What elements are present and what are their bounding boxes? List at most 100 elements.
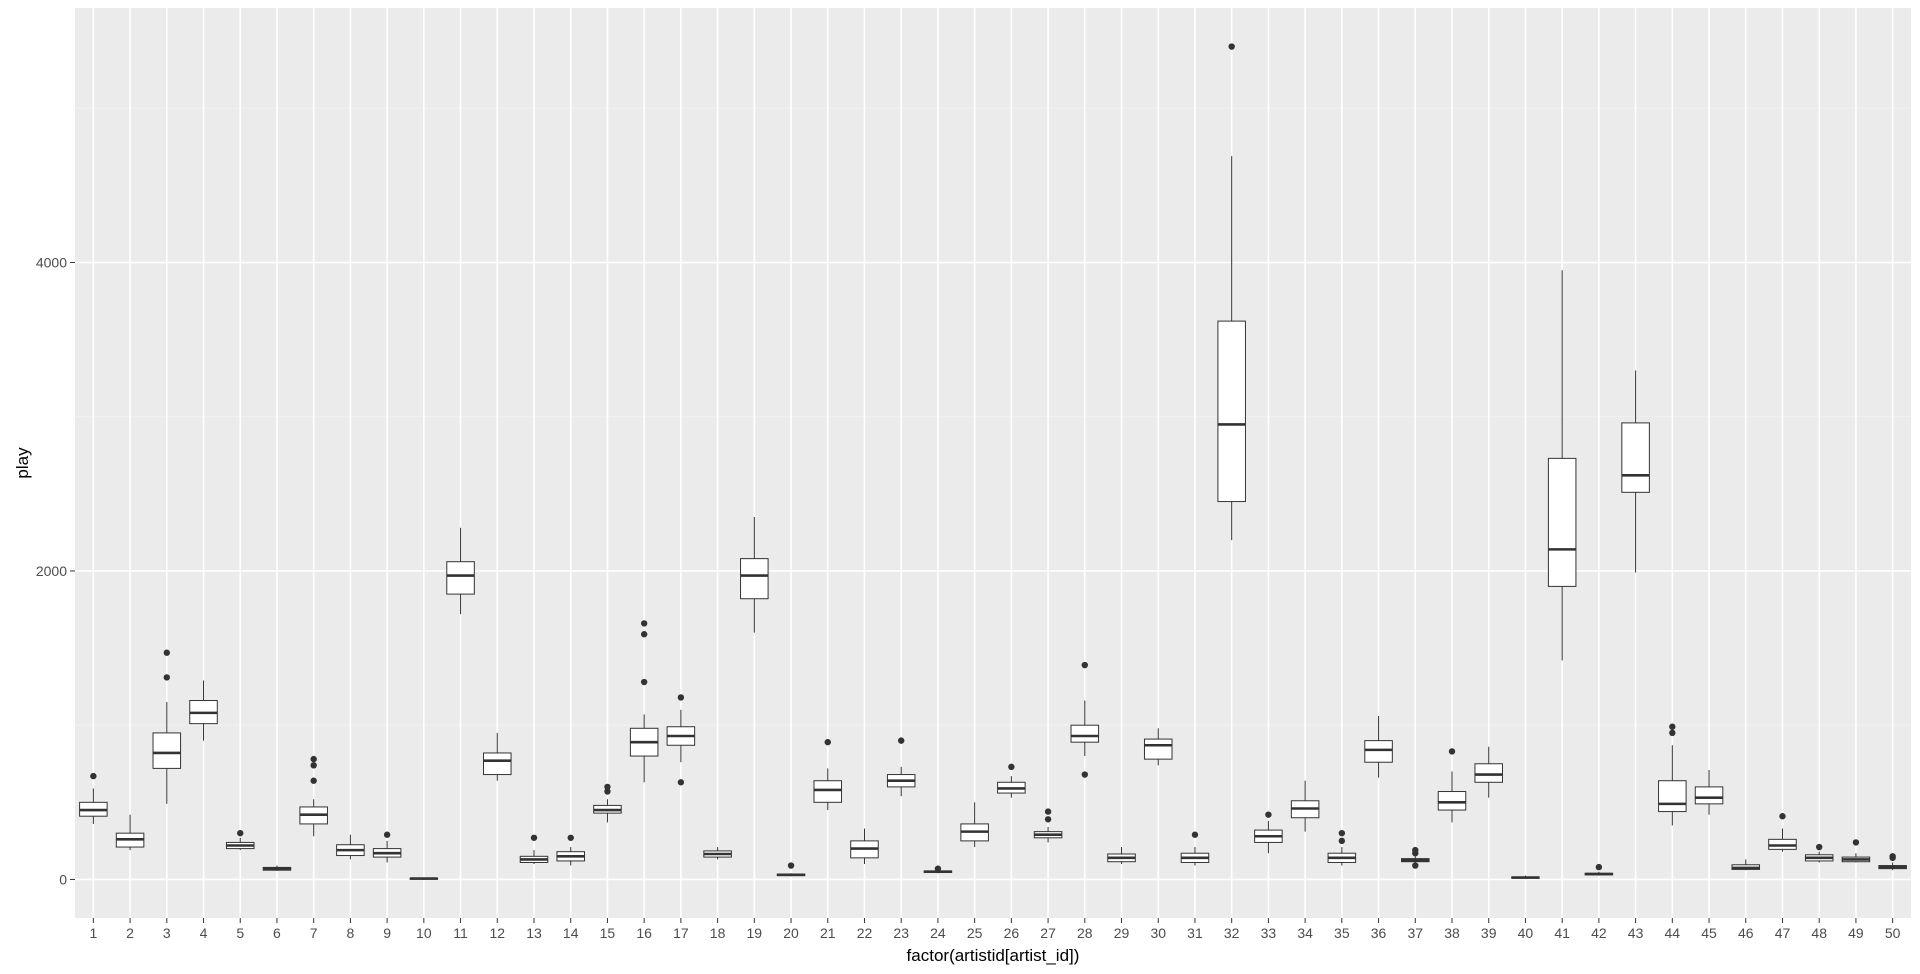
outlier-point — [1595, 863, 1603, 871]
x-tick-label: 25 — [967, 925, 983, 941]
box-iqr — [1143, 738, 1173, 760]
box-artist-39 — [1474, 746, 1503, 798]
outlier-point — [1852, 839, 1860, 846]
box-iqr — [1658, 780, 1687, 813]
outlier-point — [640, 631, 648, 638]
box-artist-1 — [79, 772, 108, 824]
box-artist-26 — [997, 763, 1026, 798]
x-tick-label: 36 — [1371, 925, 1387, 941]
box-artist-50 — [1878, 853, 1907, 871]
box-artist-23 — [886, 737, 916, 797]
outlier-point — [383, 831, 391, 838]
outlier-point — [677, 779, 685, 786]
box-artist-6 — [262, 865, 292, 871]
x-tick-label: 50 — [1885, 925, 1901, 941]
box-iqr — [740, 558, 769, 600]
box-iqr — [813, 780, 843, 803]
box-artist-12 — [483, 732, 512, 781]
x-tick-label: 6 — [273, 925, 281, 941]
x-tick-label: 15 — [600, 925, 616, 941]
box-artist-22 — [850, 828, 879, 865]
box-artist-27 — [1033, 808, 1063, 843]
box-artist-8 — [336, 834, 365, 860]
outlier-point — [787, 862, 795, 869]
box-artist-36 — [1364, 715, 1393, 778]
x-tick-label: 47 — [1775, 925, 1791, 941]
box-artist-42 — [1584, 863, 1614, 876]
box-artist-16 — [629, 620, 659, 783]
outlier-point — [1191, 831, 1199, 838]
box-artist-21 — [813, 738, 843, 811]
x-tick-label: 3 — [163, 925, 171, 941]
x-tick-label: 23 — [893, 925, 909, 941]
x-tick-label: 32 — [1224, 925, 1240, 941]
box-artist-11 — [446, 527, 475, 615]
boxes — [79, 43, 1907, 880]
outlier-point — [604, 788, 611, 795]
x-tick-label: 16 — [636, 925, 652, 941]
x-tick-label: 24 — [930, 925, 946, 941]
box-iqr — [152, 732, 182, 769]
x-tick-label: 18 — [710, 925, 726, 941]
x-tick-label: 28 — [1077, 925, 1093, 941]
plot-panel — [75, 8, 1911, 918]
y-tick-label: 4000 — [36, 254, 67, 270]
box-artist-14 — [556, 834, 585, 866]
box-iqr — [1364, 740, 1393, 763]
box-artist-43 — [1621, 370, 1650, 573]
box-artist-2 — [115, 814, 145, 851]
box-iqr — [1070, 724, 1100, 743]
box-artist-5 — [225, 829, 255, 851]
outlier-point — [1412, 862, 1419, 869]
outlier-point — [1669, 723, 1676, 730]
x-tick-label: 12 — [489, 925, 505, 941]
x-tick-label: 4 — [200, 925, 208, 941]
box-artist-7 — [299, 755, 328, 837]
outlier-point — [1044, 808, 1052, 815]
box-artist-38 — [1437, 748, 1467, 823]
outlier-point — [310, 762, 317, 769]
box-iqr — [446, 561, 475, 595]
box-artist-25 — [960, 802, 989, 848]
x-tick-label: 31 — [1187, 925, 1203, 941]
x-tick-label: 7 — [310, 925, 318, 941]
box-artist-28 — [1070, 661, 1100, 778]
x-tick-label: 48 — [1811, 925, 1827, 941]
x-tick-label: 26 — [1004, 925, 1020, 941]
x-axis-ticks: 1 2 3 4 5 6 7 8 9 10 11 12 13 14 15 16 17 18 19 20 21 22 23 24 2… — [89, 918, 1901, 941]
outlier-point — [640, 620, 648, 627]
x-tick-label: 8 — [347, 925, 355, 941]
outlier-point — [1448, 748, 1456, 755]
box-iqr — [1437, 791, 1467, 811]
outlier-point — [1265, 811, 1272, 818]
box-artist-24 — [923, 865, 953, 874]
box-artist-31 — [1180, 831, 1210, 866]
x-tick-label: 37 — [1407, 925, 1423, 941]
x-tick-label: 34 — [1297, 925, 1313, 941]
box-artist-10 — [409, 877, 439, 880]
x-tick-label: 14 — [563, 925, 579, 941]
outlier-point — [1412, 846, 1419, 854]
outlier-point — [1008, 763, 1015, 771]
box-artist-32 — [1217, 43, 1246, 541]
box-artist-33 — [1254, 811, 1283, 854]
box-iqr — [483, 752, 512, 776]
box-artist-45 — [1694, 769, 1724, 815]
box-artist-49 — [1841, 839, 1871, 863]
x-tick-label: 10 — [416, 925, 432, 941]
y-tick-label: 2000 — [36, 563, 67, 579]
x-tick-label: 2 — [126, 925, 134, 941]
outlier-point — [934, 865, 942, 872]
outlier-point — [1338, 829, 1346, 837]
x-tick-label: 40 — [1518, 925, 1534, 941]
x-tick-label: 44 — [1665, 925, 1681, 941]
box-artist-4 — [189, 680, 218, 741]
box-artist-47 — [1768, 813, 1797, 852]
box-iqr — [1547, 457, 1577, 587]
box-iqr — [1621, 422, 1650, 493]
outlier-point — [1889, 853, 1896, 860]
x-axis-title: factor(artistid[artist_id]) — [907, 946, 1080, 965]
outlier-point — [1044, 816, 1052, 823]
box-artist-9 — [372, 831, 402, 863]
